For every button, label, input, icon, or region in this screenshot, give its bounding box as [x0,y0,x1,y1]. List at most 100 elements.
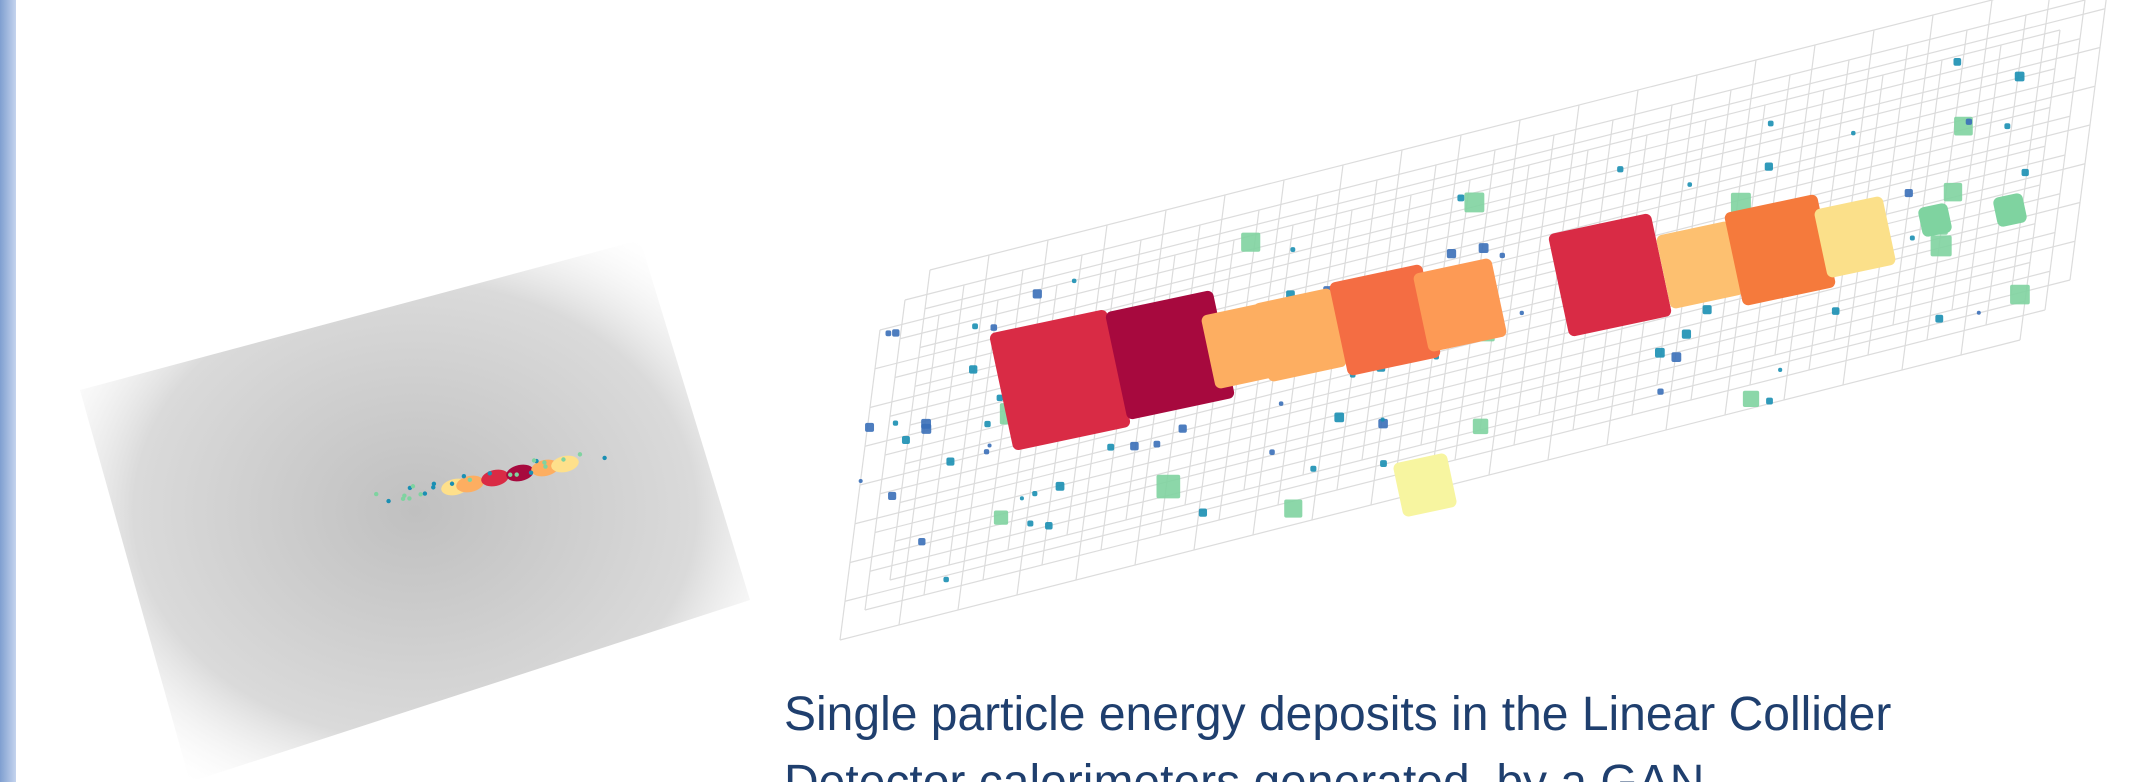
cell [1278,401,1284,406]
cell [1071,278,1077,284]
cell [1378,418,1388,429]
mini-shower [374,452,607,504]
grid-line [879,29,2061,331]
cell [972,323,978,330]
mini-dot [602,455,607,461]
cell [1909,235,1915,241]
shower-cell [1724,194,1836,306]
cell [1198,508,1208,517]
shower-cell [1656,221,1744,309]
cell [1241,232,1261,252]
mini-dot [407,496,412,501]
cell [1617,166,1624,173]
mini-dot [449,481,455,486]
cell [1930,235,1952,257]
cell [1153,440,1161,448]
cell [987,443,992,448]
cell [1269,449,1275,455]
cell [1055,481,1065,491]
mini-dot [374,491,379,497]
cell [1657,388,1664,395]
cell [1156,474,1181,499]
cell [1472,418,1489,435]
mini-dot [542,460,547,465]
cell [946,457,955,466]
grid-line [874,231,2056,534]
cell [1742,390,1760,407]
cell [1178,424,1187,433]
cell [1766,397,1773,405]
mini-dot [400,496,406,502]
mini-dot [514,472,519,477]
cell [1767,120,1774,127]
cell [1953,58,1962,66]
energy-deposits [858,58,2030,583]
cell [1027,520,1034,527]
mini-dot [418,492,423,497]
mini-cell [506,464,534,482]
grid-line [2069,0,2107,281]
cell [1730,192,1751,213]
shower-cell [1253,288,1347,382]
calorimeter-volume [80,240,750,782]
grid-line [904,0,2086,301]
cell [865,422,875,432]
cell [1464,192,1485,213]
caption-line: Single particle energy deposits in the L… [784,688,1891,741]
grid-line [929,0,1995,271]
cell [1764,162,1773,171]
cell [1671,352,1682,363]
cell [885,330,892,337]
mini-dot [386,498,391,504]
cell [983,449,990,455]
cell [1457,194,1465,202]
grid-line [869,270,2051,572]
shower-cell [1393,453,1457,517]
cell [1107,443,1115,451]
mini-dot [410,484,416,489]
mini-dot [422,491,428,496]
mini-dot [528,470,534,475]
cell [918,538,926,546]
shower-cell [989,309,1131,451]
cell [1032,289,1042,299]
mini-dot [577,452,583,457]
mini-dot [543,464,548,469]
cell [1702,305,1712,315]
shower-cell [1548,213,1672,337]
mini-dot [487,471,492,476]
mini-cell [551,455,579,473]
caption-line: Detector calorimeters generated by a GAN [784,756,1704,782]
cell [921,418,932,429]
cell [1831,307,1840,315]
cell [1045,521,1053,530]
cell [1687,182,1693,187]
cell [892,420,899,426]
grid-line [899,38,2081,340]
cell [1284,499,1303,518]
cell [1130,441,1139,451]
cell [993,510,1009,525]
cell [901,436,910,445]
cell [1519,310,1524,316]
cell [1851,130,1856,136]
cell [996,394,1004,402]
cell [2021,168,2029,177]
cell [1654,347,1665,358]
cell [1681,329,1692,339]
grid-line [894,240,2076,542]
cell [858,478,863,483]
mini-dot [508,472,513,477]
mini-dot [531,458,537,463]
cell [1499,252,1505,259]
cell [2004,123,2011,130]
mini-dot [467,477,473,483]
mini-dot [561,457,566,462]
grid-line [919,46,2101,349]
grid-line [924,8,2106,310]
cell [892,329,900,337]
shower-cell [1918,203,1952,237]
cell [1965,118,1973,125]
